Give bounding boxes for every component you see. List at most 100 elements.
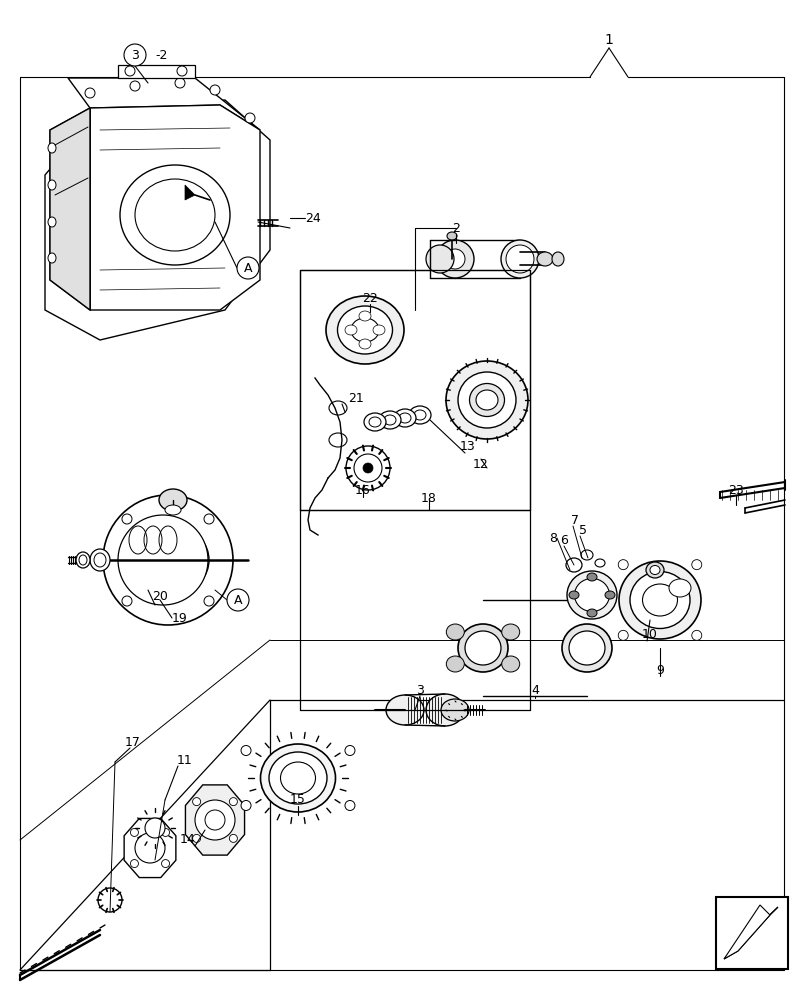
Ellipse shape <box>159 489 187 511</box>
Ellipse shape <box>384 415 396 425</box>
Text: 4: 4 <box>531 684 538 696</box>
Ellipse shape <box>359 311 370 321</box>
Polygon shape <box>124 818 176 878</box>
Ellipse shape <box>642 584 677 616</box>
Ellipse shape <box>618 561 700 639</box>
Text: 7: 7 <box>570 514 578 526</box>
Ellipse shape <box>210 85 220 95</box>
Ellipse shape <box>344 800 354 810</box>
Polygon shape <box>50 105 259 310</box>
Ellipse shape <box>325 296 403 364</box>
Polygon shape <box>68 78 259 130</box>
Ellipse shape <box>165 505 181 515</box>
Ellipse shape <box>135 179 214 251</box>
Ellipse shape <box>435 240 474 278</box>
Ellipse shape <box>118 515 208 605</box>
Ellipse shape <box>505 245 533 273</box>
Ellipse shape <box>344 746 354 756</box>
Ellipse shape <box>48 143 56 153</box>
Ellipse shape <box>193 798 201 806</box>
Ellipse shape <box>124 44 146 66</box>
Ellipse shape <box>426 694 463 726</box>
Ellipse shape <box>177 66 187 76</box>
Text: 21: 21 <box>348 391 363 404</box>
Ellipse shape <box>269 752 327 804</box>
Polygon shape <box>185 785 244 855</box>
Ellipse shape <box>237 257 259 279</box>
Ellipse shape <box>668 579 690 597</box>
Ellipse shape <box>414 410 426 420</box>
Ellipse shape <box>161 860 169 868</box>
Ellipse shape <box>204 596 214 606</box>
Text: A: A <box>234 593 242 606</box>
Ellipse shape <box>691 560 701 570</box>
Ellipse shape <box>135 833 165 863</box>
Ellipse shape <box>130 81 140 91</box>
Ellipse shape <box>552 252 563 266</box>
Text: 12: 12 <box>472 458 488 472</box>
Text: 17: 17 <box>125 736 141 748</box>
Polygon shape <box>185 185 195 200</box>
Ellipse shape <box>204 514 214 524</box>
Ellipse shape <box>280 762 315 794</box>
Ellipse shape <box>594 559 604 567</box>
Ellipse shape <box>574 578 609 611</box>
Text: 24: 24 <box>304 212 320 225</box>
Text: 5: 5 <box>578 524 586 536</box>
Ellipse shape <box>103 495 233 625</box>
Text: 8: 8 <box>548 532 556 544</box>
Text: 1: 1 <box>604 33 613 47</box>
Ellipse shape <box>536 252 552 266</box>
Text: 2: 2 <box>451 222 459 234</box>
Ellipse shape <box>475 390 497 410</box>
Ellipse shape <box>618 560 627 570</box>
Text: -2: -2 <box>156 49 168 62</box>
Text: 18: 18 <box>421 491 436 504</box>
Ellipse shape <box>165 540 201 580</box>
Ellipse shape <box>76 552 90 568</box>
Polygon shape <box>715 897 787 969</box>
Ellipse shape <box>441 699 468 721</box>
Ellipse shape <box>398 413 410 423</box>
Text: 22: 22 <box>361 292 377 304</box>
Ellipse shape <box>337 306 392 354</box>
Ellipse shape <box>145 818 165 838</box>
Polygon shape <box>723 907 777 959</box>
Ellipse shape <box>362 463 373 473</box>
Ellipse shape <box>458 624 507 672</box>
Ellipse shape <box>369 417 381 427</box>
Ellipse shape <box>193 834 201 842</box>
Ellipse shape <box>630 572 689 629</box>
Ellipse shape <box>586 573 597 581</box>
Ellipse shape <box>345 446 389 490</box>
Ellipse shape <box>500 240 538 278</box>
Ellipse shape <box>48 253 56 263</box>
Ellipse shape <box>464 631 500 665</box>
Ellipse shape <box>691 630 701 640</box>
Ellipse shape <box>446 624 463 640</box>
Ellipse shape <box>122 514 132 524</box>
Ellipse shape <box>122 596 132 606</box>
Text: 9: 9 <box>655 664 663 676</box>
Ellipse shape <box>120 165 230 265</box>
Text: 6: 6 <box>560 534 567 546</box>
Ellipse shape <box>98 888 122 912</box>
Ellipse shape <box>373 325 385 335</box>
Text: 10: 10 <box>642 629 657 642</box>
Text: 3: 3 <box>415 684 423 696</box>
Ellipse shape <box>241 746 251 756</box>
Ellipse shape <box>569 631 604 665</box>
Polygon shape <box>45 100 270 340</box>
Text: 16: 16 <box>355 484 370 496</box>
Ellipse shape <box>124 66 135 76</box>
Ellipse shape <box>195 800 234 840</box>
Ellipse shape <box>48 180 56 190</box>
Ellipse shape <box>226 589 249 611</box>
Ellipse shape <box>586 609 597 617</box>
Ellipse shape <box>604 591 614 599</box>
Ellipse shape <box>385 695 423 725</box>
Ellipse shape <box>48 217 56 227</box>
Ellipse shape <box>353 454 381 482</box>
Ellipse shape <box>501 624 519 640</box>
Ellipse shape <box>566 571 616 619</box>
